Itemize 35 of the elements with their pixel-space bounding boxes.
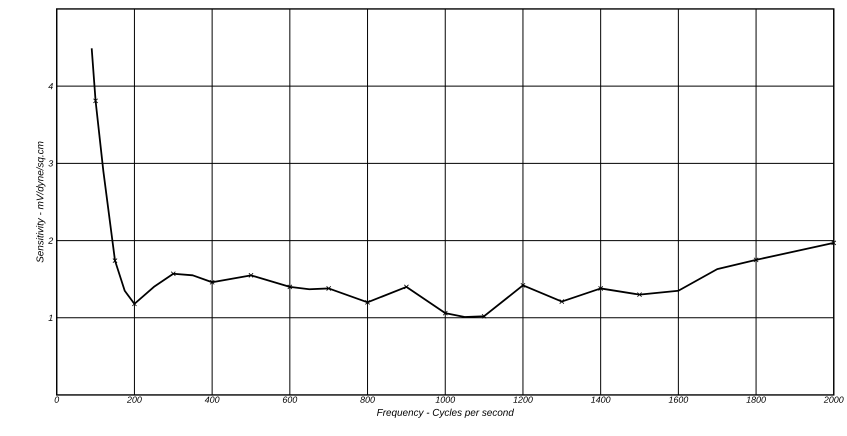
y-axis-title: Sensitivity - mV/dyne/sq.cm — [36, 142, 46, 263]
x-tick-label: 600 — [282, 396, 298, 403]
point — [831, 240, 836, 246]
x-tick-label: 0 — [54, 396, 60, 403]
point — [482, 314, 487, 319]
point — [365, 300, 370, 305]
y-tick-label: 4 — [48, 83, 53, 90]
x-tick-label: 1600 — [668, 396, 688, 403]
y-tick-label: 3 — [48, 160, 54, 167]
x-axis-title: Frequency - Cycles per second — [376, 408, 514, 418]
point — [248, 272, 254, 278]
y-tick-label: 1 — [48, 314, 52, 321]
x-tick-label: 1000 — [436, 396, 456, 403]
point — [112, 258, 118, 264]
x-tick-label: 200 — [126, 396, 142, 403]
x-tick-label: 1200 — [513, 396, 533, 403]
x-tick-label: 2000 — [824, 396, 844, 403]
point — [210, 280, 215, 285]
point — [132, 301, 137, 306]
point — [170, 271, 176, 276]
x-tick-label: 1800 — [746, 396, 766, 403]
point — [559, 299, 564, 304]
point — [287, 284, 292, 290]
x-tick-label: 800 — [360, 396, 375, 403]
point — [754, 257, 759, 262]
point — [404, 284, 409, 290]
y-tick-label: 2 — [48, 238, 54, 244]
point — [442, 310, 448, 316]
point — [93, 98, 98, 104]
x-tick-label: 400 — [204, 396, 220, 403]
point — [598, 286, 604, 292]
point — [520, 282, 526, 288]
point — [637, 292, 642, 298]
x-tick-label: 1400 — [590, 396, 610, 403]
point — [326, 286, 332, 292]
